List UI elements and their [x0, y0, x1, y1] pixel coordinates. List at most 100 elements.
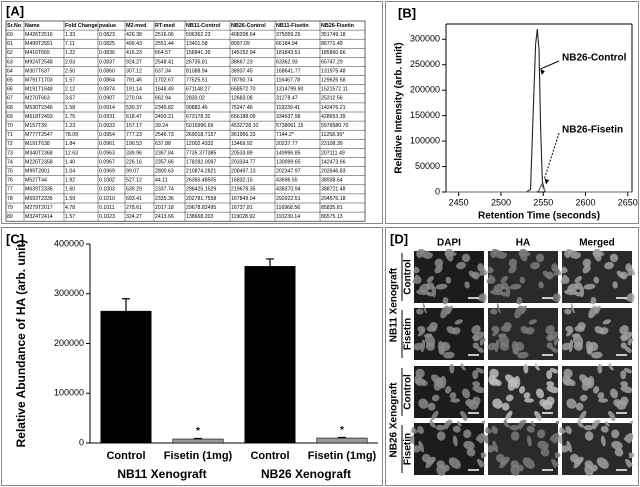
- cell: [616, 270, 625, 279]
- table-header: Name: [25, 23, 40, 29]
- table-cell: 2.12: [65, 87, 75, 93]
- cell: [472, 385, 485, 394]
- table-cell: 5016996.69: [186, 123, 214, 129]
- table-cell: 1.33: [65, 32, 75, 38]
- table-cell: 2800.63: [155, 169, 174, 175]
- table-cell: 130099.65: [276, 159, 301, 165]
- panel-label: [B]: [398, 5, 416, 20]
- cell: [523, 392, 531, 399]
- table-cell: 3.67: [65, 96, 75, 102]
- cell: [524, 398, 535, 403]
- table-cell: 375059.25: [276, 32, 301, 38]
- cell: [567, 283, 579, 293]
- table-cell: 129626.58: [321, 78, 346, 84]
- cell: [483, 434, 490, 444]
- cell: [579, 410, 587, 421]
- cell: [614, 447, 624, 457]
- cell: [569, 453, 579, 463]
- cell: [620, 370, 627, 380]
- table-cell: 1314799.90: [276, 87, 304, 93]
- table-cell: 191.14: [126, 87, 142, 93]
- cell: [417, 425, 424, 435]
- table-cell: 2493.21: [155, 114, 174, 120]
- cell: [546, 370, 553, 380]
- y-tick-label: 300000: [410, 34, 440, 44]
- table-cell: 0.1010: [99, 196, 115, 202]
- cell: [572, 334, 584, 348]
- cell: [491, 325, 500, 333]
- table-cell: 426.38: [126, 32, 142, 38]
- column-label: HA: [516, 238, 530, 249]
- cell: [474, 334, 480, 341]
- table-cell: 2413.66: [155, 214, 174, 220]
- table-cell: 1.84: [65, 141, 75, 147]
- table-cell: 167849.04: [231, 196, 256, 202]
- table-cell: 2345.82: [155, 105, 174, 111]
- table-cell: 339.96: [126, 150, 142, 156]
- table-cell: 29678.82495: [186, 205, 216, 211]
- group-label: NB26 Xenograft: [261, 467, 351, 481]
- table-cell: 416.23: [126, 50, 142, 56]
- cell: [472, 370, 479, 380]
- x-tick-label: 2600: [575, 197, 595, 207]
- table-cell: 0.1003: [99, 187, 115, 193]
- table-cell: 79: [7, 205, 13, 211]
- y-tick-label: 0: [435, 186, 440, 196]
- cell: [509, 424, 520, 431]
- table-cell: 203334.77: [231, 159, 256, 165]
- cell: [431, 394, 440, 402]
- row-label: Control: [403, 374, 414, 410]
- table-cell: 2017.18: [155, 205, 174, 211]
- cell: [510, 431, 520, 441]
- cell: [518, 386, 526, 394]
- table-cell: 0.1011: [99, 205, 115, 211]
- cell: [624, 346, 633, 354]
- row-label: Control: [403, 259, 414, 295]
- table-cell: 74: [7, 159, 13, 165]
- panel-b-frame: [385, 1, 639, 224]
- table-cell: 5738061.15: [276, 123, 304, 129]
- table-cell: 157.17: [126, 123, 142, 129]
- table-cell: 69: [7, 114, 13, 120]
- table-cell: M530T2346: [25, 105, 53, 111]
- cell: [542, 270, 551, 279]
- cell: [582, 258, 592, 268]
- table-cell: 68: [7, 105, 13, 111]
- table-cell: 39.24: [155, 123, 168, 129]
- table-header: Fold Change: [65, 23, 98, 29]
- cell: [441, 296, 449, 305]
- cell: [434, 258, 444, 268]
- cell: [600, 425, 609, 433]
- cell: [494, 339, 500, 353]
- table-cell: 207111.49: [321, 150, 345, 156]
- table-cell: 190.53: [126, 141, 142, 147]
- table-cell: 0.1023: [99, 214, 115, 220]
- table-cell: 1.59: [65, 196, 75, 202]
- table-cell: 142473.66: [321, 159, 346, 165]
- panel-a-frame: [1, 1, 383, 224]
- table-cell: 63362.93: [276, 59, 298, 65]
- cell: [431, 374, 441, 383]
- table-cell: 0.0823: [99, 32, 115, 38]
- cell: [420, 339, 426, 353]
- table-cell: 298425.1529: [186, 187, 216, 193]
- table-cell: 294576.18: [321, 196, 346, 202]
- table-cell: M279T2017: [25, 205, 53, 211]
- cell: [476, 346, 485, 354]
- cell: [568, 339, 574, 353]
- y-tick-label: 400000: [54, 238, 84, 248]
- cell: [409, 434, 416, 444]
- cell: [435, 283, 448, 290]
- cell: [418, 398, 429, 409]
- table-cell: 924.27: [126, 59, 142, 65]
- table-cell: 156841.39: [186, 50, 211, 56]
- cell: [503, 322, 512, 330]
- cell: [466, 447, 476, 457]
- table-cell: 12002.4332: [186, 141, 214, 147]
- cell: [594, 326, 604, 334]
- table-cell: 11258.36*: [321, 132, 344, 138]
- table-cell: M924T2548: [25, 59, 53, 65]
- cell: [591, 351, 603, 359]
